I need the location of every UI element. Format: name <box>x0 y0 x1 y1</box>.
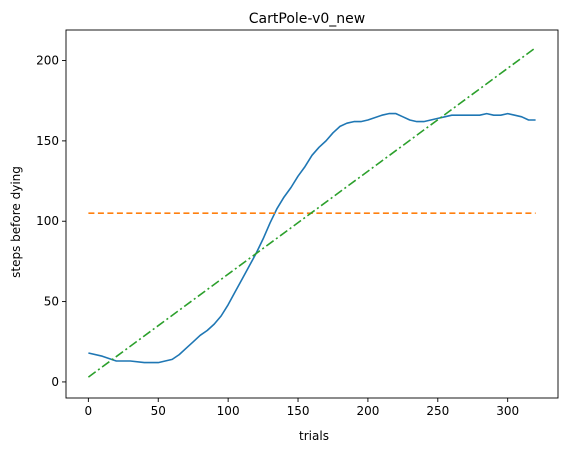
x-tick-label: 150 <box>287 404 310 418</box>
series-line-3 <box>87 47 537 378</box>
plot-frame <box>65 29 559 399</box>
plot-area <box>87 47 537 378</box>
x-tick-label: 50 <box>151 404 166 418</box>
y-tick-label: 0 <box>51 375 59 389</box>
y-axis-label: steps before dying <box>9 166 23 278</box>
x-tick-label: 100 <box>217 404 240 418</box>
axes: 0 50 100 150 200 250 300 0 50 100 150 200 <box>36 29 559 418</box>
y-tick-label: 100 <box>36 214 59 228</box>
y-tick-label: 200 <box>36 54 59 68</box>
y-tick-label: 50 <box>44 295 59 309</box>
y-tick-label: 150 <box>36 134 59 148</box>
x-tick-label: 200 <box>356 404 379 418</box>
series-line-1 <box>88 112 536 364</box>
chart-title: CartPole-v0_new <box>249 11 365 27</box>
x-tick-label: 0 <box>85 404 93 418</box>
x-tick-label: 300 <box>496 404 519 418</box>
x-tick-label: 250 <box>426 404 449 418</box>
x-axis-label: trials <box>299 429 329 443</box>
